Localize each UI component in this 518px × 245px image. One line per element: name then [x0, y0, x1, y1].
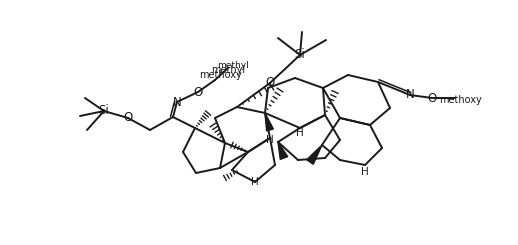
Text: methoxy: methoxy: [439, 95, 481, 105]
Text: H: H: [266, 135, 274, 145]
Polygon shape: [265, 113, 274, 131]
Text: O: O: [193, 86, 203, 98]
Text: O: O: [427, 91, 437, 105]
Polygon shape: [307, 145, 322, 164]
Text: N: N: [172, 96, 181, 109]
Text: Si: Si: [98, 105, 109, 118]
Text: Si: Si: [295, 49, 306, 61]
Text: N: N: [406, 88, 414, 101]
Text: methyl: methyl: [211, 65, 245, 75]
Text: O: O: [123, 111, 133, 124]
Polygon shape: [278, 142, 287, 159]
Text: methyl: methyl: [217, 61, 249, 70]
Text: H: H: [296, 128, 304, 138]
Text: methoxy: methoxy: [198, 70, 241, 80]
Text: O: O: [265, 76, 275, 89]
Text: H: H: [251, 177, 259, 187]
Text: H: H: [361, 167, 369, 177]
